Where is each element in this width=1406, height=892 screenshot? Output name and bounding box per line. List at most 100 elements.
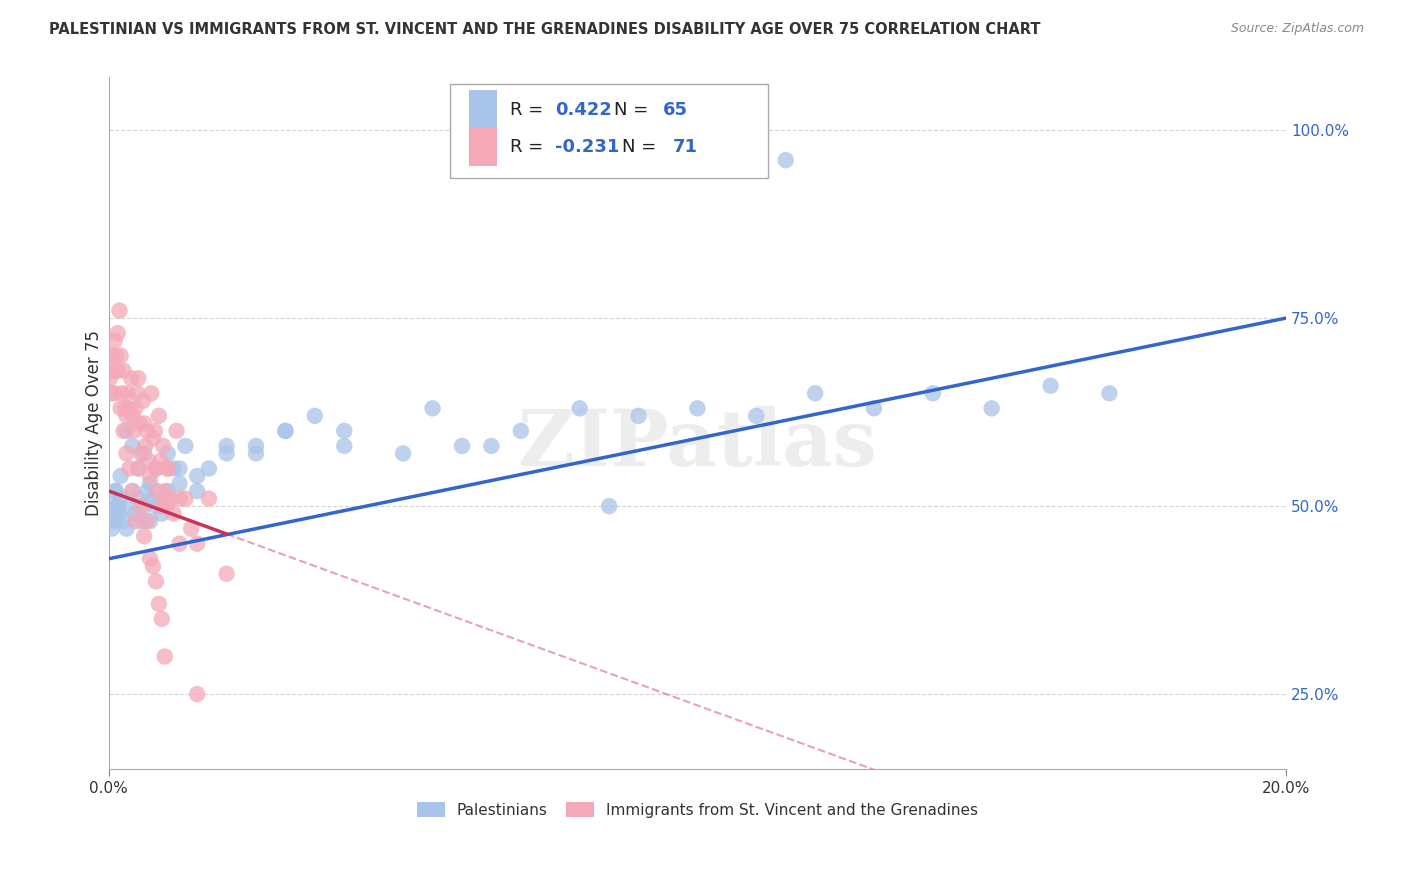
Point [274, 424, 297, 438]
Point [1098, 386, 1121, 401]
Text: R =: R = [510, 137, 550, 155]
Point [134, 529, 156, 543]
Point [104, 334, 127, 348]
Point [159, 491, 181, 506]
FancyBboxPatch shape [470, 127, 498, 166]
Point [115, 409, 138, 423]
Point [186, 469, 208, 483]
Point [153, 484, 176, 499]
Point [180, 522, 202, 536]
Text: N =: N = [614, 101, 654, 119]
Point [150, 499, 173, 513]
Point [101, 514, 124, 528]
Point [174, 439, 197, 453]
Point [118, 401, 141, 416]
Point [110, 401, 132, 416]
Point [115, 424, 138, 438]
Point [118, 499, 141, 513]
Point [304, 409, 326, 423]
Point [124, 514, 146, 528]
Point [108, 303, 131, 318]
Point [101, 349, 124, 363]
Point [156, 461, 179, 475]
Text: ZIPatlas: ZIPatlas [517, 406, 877, 483]
Point [156, 446, 179, 460]
Point [142, 559, 165, 574]
Point [804, 386, 827, 401]
Point [186, 484, 208, 499]
Point [146, 484, 169, 499]
Point [118, 461, 141, 475]
Point [509, 424, 531, 438]
FancyBboxPatch shape [470, 90, 498, 129]
Point [980, 401, 1002, 416]
Point [169, 461, 191, 475]
Text: 71: 71 [672, 137, 697, 155]
Point [169, 537, 191, 551]
Point [114, 401, 136, 416]
Text: N =: N = [621, 137, 662, 155]
Point [245, 439, 267, 453]
Point [115, 446, 138, 460]
Point [745, 409, 768, 423]
Point [186, 687, 208, 701]
Point [150, 612, 173, 626]
Point [145, 461, 167, 475]
Text: R =: R = [510, 101, 550, 119]
Text: Source: ZipAtlas.com: Source: ZipAtlas.com [1230, 22, 1364, 36]
Point [132, 393, 155, 408]
Point [139, 551, 162, 566]
Point [198, 461, 221, 475]
Point [1039, 378, 1062, 392]
Point [162, 461, 184, 475]
Point [104, 484, 127, 499]
Point [174, 491, 197, 506]
Point [129, 446, 152, 460]
Point [127, 461, 149, 475]
Point [136, 484, 159, 499]
Point [422, 401, 444, 416]
Point [186, 537, 208, 551]
Point [134, 446, 156, 460]
Point [139, 469, 162, 483]
Point [392, 446, 415, 460]
Point [153, 649, 176, 664]
Point [215, 439, 238, 453]
Point [145, 499, 167, 513]
Point [129, 499, 152, 513]
Point [120, 371, 142, 385]
Point [112, 514, 135, 528]
Point [117, 386, 139, 401]
Point [134, 499, 156, 513]
Point [103, 499, 125, 513]
Point [451, 439, 474, 453]
Point [100, 386, 122, 401]
FancyBboxPatch shape [450, 85, 768, 178]
Point [166, 424, 188, 438]
Point [136, 424, 159, 438]
Point [128, 417, 150, 431]
Point [598, 499, 620, 513]
Point [110, 469, 132, 483]
Text: 0.422: 0.422 [555, 101, 612, 119]
Y-axis label: Disability Age Over 75: Disability Age Over 75 [86, 330, 103, 516]
Point [143, 424, 166, 438]
Point [162, 507, 184, 521]
Point [169, 476, 191, 491]
Point [127, 386, 149, 401]
Point [169, 491, 191, 506]
Point [148, 597, 170, 611]
Point [111, 386, 134, 401]
Point [121, 409, 143, 423]
Text: -0.231: -0.231 [555, 137, 620, 155]
Point [127, 371, 149, 385]
Point [142, 431, 165, 445]
Point [136, 514, 159, 528]
Point [142, 491, 165, 506]
Point [129, 514, 152, 528]
Point [152, 439, 174, 453]
Text: 65: 65 [664, 101, 689, 119]
Point [149, 454, 172, 468]
Point [145, 574, 167, 589]
Point [104, 349, 127, 363]
